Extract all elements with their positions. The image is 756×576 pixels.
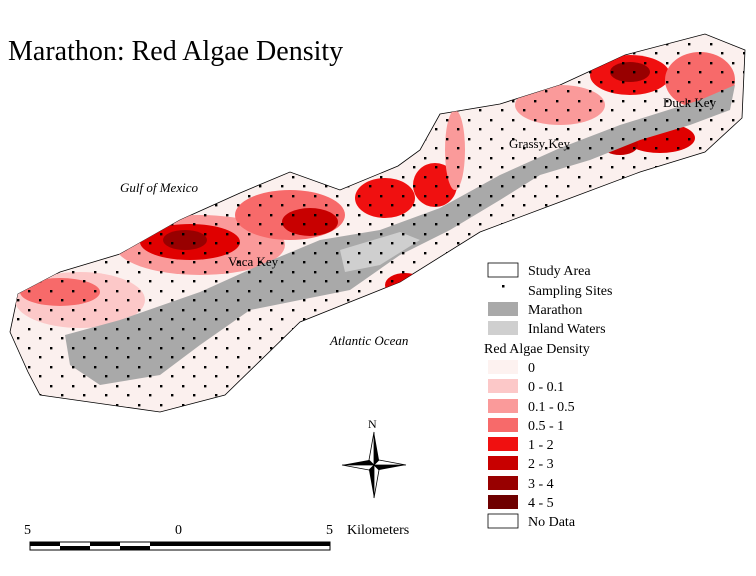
legend-label: No Data [528, 515, 576, 530]
legend-swatch [487, 513, 519, 529]
scale-label: 5 [24, 523, 31, 538]
place-label: Vaca Key [228, 254, 279, 269]
title: Marathon: Red Algae Density [8, 36, 343, 67]
legend-label: 0.1 - 0.5 [528, 400, 575, 415]
legend-heading: Red Algae Density [484, 342, 590, 357]
place-label: Atlantic Ocean [329, 333, 408, 348]
legend-label: Inland Waters [528, 322, 606, 337]
legend-label: 0 - 0.1 [528, 380, 564, 395]
legend-label: Marathon [528, 303, 582, 318]
legend-swatch [488, 399, 518, 413]
place-label: Duck Key [663, 95, 717, 110]
legend-label: Sampling Sites [528, 284, 612, 299]
legend-label: 3 - 4 [528, 477, 554, 492]
legend-swatch [488, 321, 518, 335]
north-arrow: N [341, 417, 407, 499]
legend-swatch [487, 262, 519, 278]
legend-swatch [488, 302, 518, 316]
place-label: Grassy Key [509, 136, 571, 151]
north-label: N [368, 417, 377, 431]
legend-swatch [488, 418, 518, 432]
legend-label: 4 - 5 [528, 496, 554, 511]
legend-label: Study Area [528, 264, 591, 279]
legend-swatch [488, 437, 518, 451]
scale-label: 5 [326, 523, 333, 538]
place-label: Gulf of Mexico [120, 180, 198, 195]
legend-label: 0.5 - 1 [528, 419, 564, 434]
legend-swatch [488, 379, 518, 393]
legend-swatch [488, 456, 518, 470]
scale-unit: Kilometers [347, 523, 409, 538]
legend-swatch [488, 360, 518, 374]
scale-segments [30, 542, 330, 550]
scale-bar: 5 0 5 Kilometers [24, 523, 409, 551]
legend-label: 2 - 3 [528, 457, 554, 472]
scale-label: 0 [175, 523, 182, 538]
legend-swatch [488, 476, 518, 490]
legend-swatch [488, 495, 518, 509]
arrow-light [341, 431, 407, 499]
legend-label: 1 - 2 [528, 438, 554, 453]
legend-label: 0 [528, 361, 535, 376]
legend-swatch [502, 285, 505, 288]
legend: Study Area Sampling Sites Marathon Inlan… [484, 262, 612, 530]
